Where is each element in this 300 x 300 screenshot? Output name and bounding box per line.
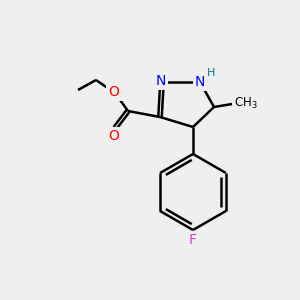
Text: CH$_3$: CH$_3$ bbox=[234, 95, 258, 111]
Text: F: F bbox=[189, 233, 197, 247]
Text: N: N bbox=[156, 74, 166, 88]
Text: H: H bbox=[207, 68, 215, 78]
Text: O: O bbox=[109, 129, 119, 143]
Text: N: N bbox=[195, 75, 205, 89]
Text: O: O bbox=[109, 85, 119, 99]
